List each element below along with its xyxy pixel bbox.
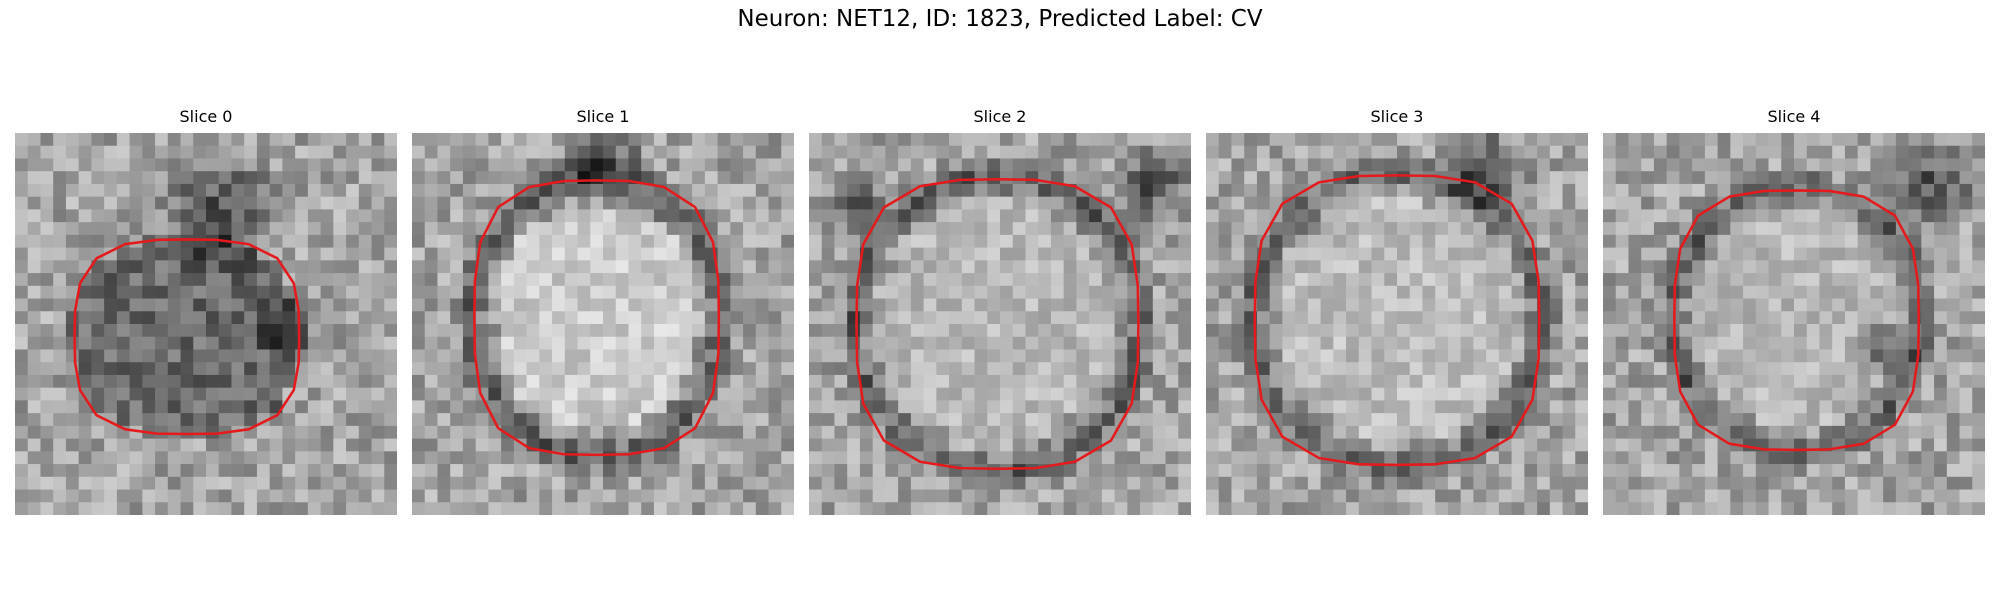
slice-image [1603,133,1985,515]
slice-image [412,133,794,515]
slice-panel-2: Slice 2 [809,107,1191,515]
slice-image [15,133,397,515]
slice-panel-4: Slice 4 [1603,107,1985,515]
slice-title: Slice 0 [179,107,233,126]
slice-title: Slice 2 [973,107,1027,126]
slice-image [1206,133,1588,515]
slice-image [809,133,1191,515]
slice-title: Slice 1 [576,107,630,126]
figure-title: Neuron: NET12, ID: 1823, Predicted Label… [737,6,1263,32]
slice-panel-0: Slice 0 [15,107,397,515]
slice-title: Slice 3 [1370,107,1424,126]
segmentation-contour [473,179,721,457]
segmentation-contour [1673,189,1921,452]
slice-panel-3: Slice 3 [1206,107,1588,515]
segmentation-contour [855,177,1140,471]
segmentation-contour [73,238,301,436]
segmentation-contour [1253,174,1541,467]
slice-title: Slice 4 [1767,107,1821,126]
slice-panel-1: Slice 1 [412,107,794,515]
